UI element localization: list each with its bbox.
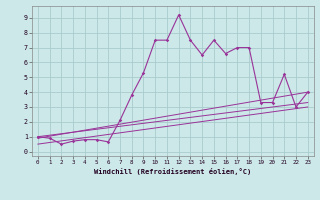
X-axis label: Windchill (Refroidissement éolien,°C): Windchill (Refroidissement éolien,°C)	[94, 168, 252, 175]
